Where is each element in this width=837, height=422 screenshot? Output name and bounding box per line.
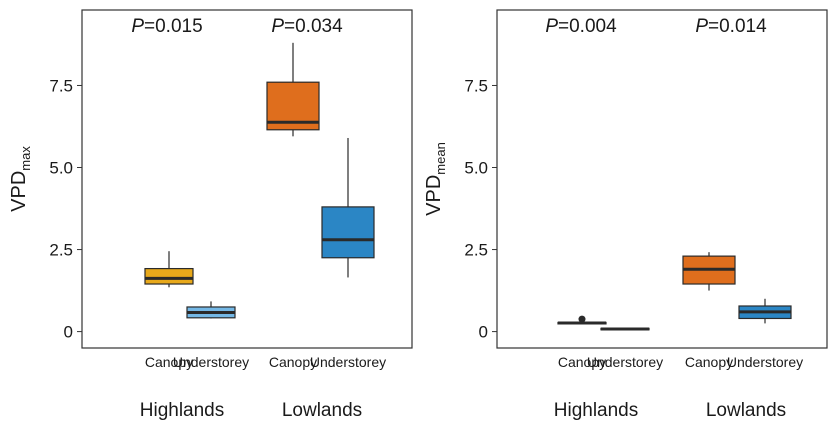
y-tick-label: 7.5 <box>464 76 488 95</box>
box-lowlands-understorey <box>321 137 375 278</box>
y-tick-label: 5.0 <box>464 159 488 178</box>
x-tick-label: Understorey <box>727 354 803 370</box>
y-tick-label: 2.5 <box>464 241 488 260</box>
box-highlands-understorey <box>186 301 236 319</box>
box-highlands-canopy <box>144 251 194 288</box>
plot-frame <box>496 9 828 349</box>
group-label: Highlands <box>140 400 225 421</box>
y-tick-label: 0 <box>479 323 488 342</box>
y-axis-label: VPDmax <box>8 146 33 212</box>
outlier-point <box>578 315 586 323</box>
group-label: Lowlands <box>282 400 362 421</box>
x-tick-label: Canopy <box>145 354 193 370</box>
y-tick-label: 0 <box>64 323 73 342</box>
y-tick-label: 5.0 <box>49 159 73 178</box>
box-highlands-understorey <box>600 327 650 331</box>
y-axis-label: VPDmean <box>423 142 448 216</box>
group-label: Highlands <box>554 400 639 421</box>
box-iqr <box>144 267 194 285</box>
box-iqr <box>321 206 375 259</box>
x-tick-label: Canopy <box>685 354 733 370</box>
y-tick-label: 2.5 <box>49 241 73 260</box>
box-lowlands-canopy <box>682 252 736 291</box>
x-tick-label: Understorey <box>173 354 249 370</box>
x-tick-label: Canopy <box>269 354 317 370</box>
x-tick-label: Canopy <box>558 354 606 370</box>
y-tick-label: 7.5 <box>49 76 73 95</box>
p-value-label: P=0.004 <box>545 16 617 37</box>
x-tick-label: Understorey <box>310 354 386 370</box>
p-value-label: P=0.015 <box>131 16 202 37</box>
plot-frame <box>81 9 413 349</box>
group-label: Lowlands <box>706 400 786 421</box>
p-value-label: P=0.034 <box>271 16 343 37</box>
x-tick-label: Understorey <box>587 354 663 370</box>
box-lowlands-understorey <box>738 298 792 324</box>
p-value-label: P=0.014 <box>695 16 767 37</box>
box-lowlands-canopy <box>266 42 320 137</box>
